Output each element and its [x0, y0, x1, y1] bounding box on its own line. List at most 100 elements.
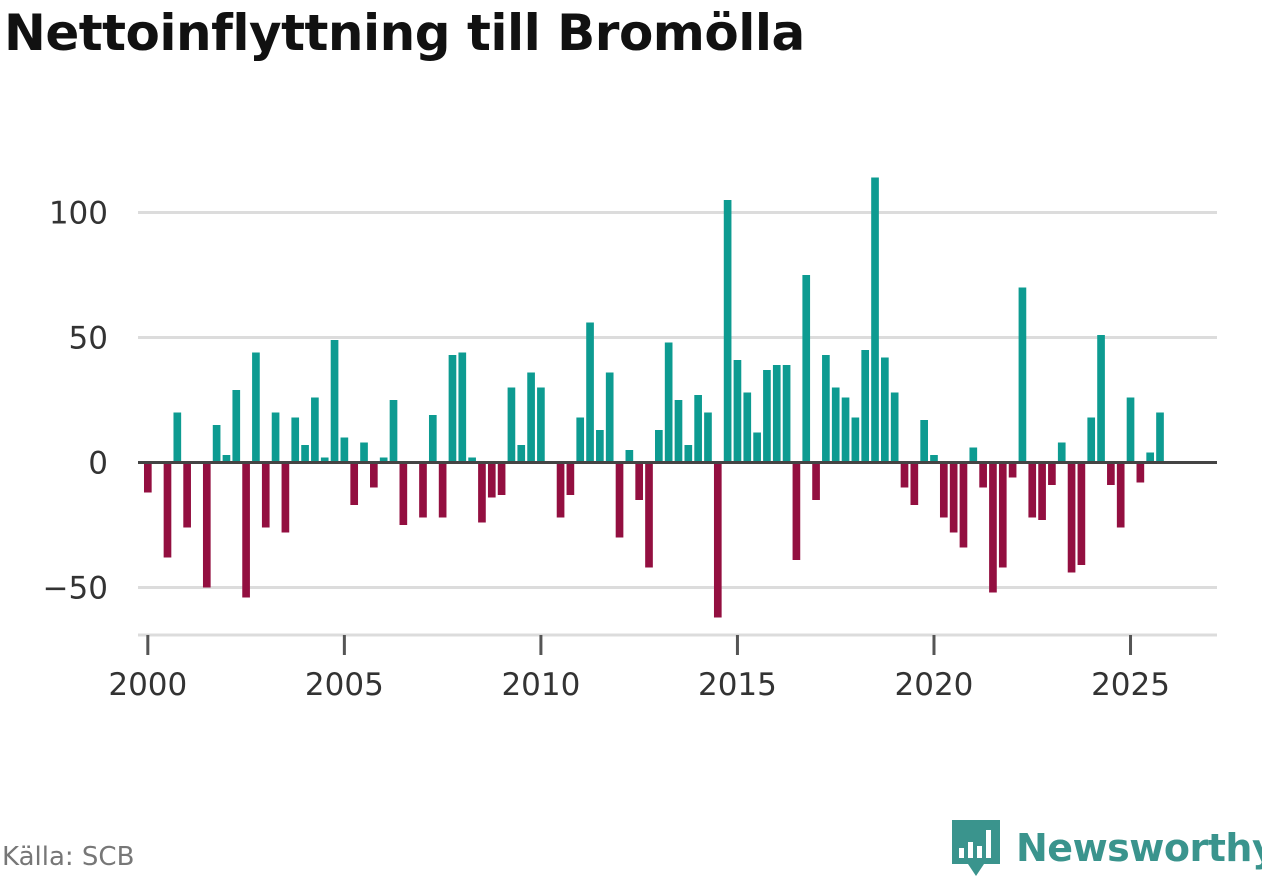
bar-negative: [989, 462, 997, 593]
bar-positive: [596, 430, 604, 463]
bar-negative: [1067, 462, 1076, 573]
bar-positive: [772, 365, 781, 463]
bar-positive: [379, 457, 388, 463]
y-tick-label: −50: [43, 571, 108, 607]
x-tick-label: 2015: [698, 667, 777, 703]
y-tick-label: 100: [49, 196, 108, 232]
bar-positive: [969, 447, 978, 463]
bar-negative: [713, 462, 722, 618]
bar-positive: [723, 200, 732, 463]
bar-positive: [537, 387, 545, 463]
bar-negative: [556, 462, 565, 518]
bar-negative: [949, 462, 958, 533]
bar-negative: [645, 462, 653, 568]
bar-positive: [311, 397, 319, 463]
bar-positive: [222, 455, 231, 463]
bar-positive: [1057, 442, 1066, 463]
axes: −50 0 50 100 2000 2005 2010 2015 2020 2025: [43, 196, 1217, 703]
bar-positive: [753, 432, 761, 463]
bar-negative: [900, 462, 909, 488]
bar-positive: [930, 455, 938, 463]
bar-positive: [301, 445, 309, 463]
bar-positive: [841, 397, 850, 463]
bar-positive: [782, 365, 791, 463]
bar-positive: [625, 450, 634, 463]
bar-negative: [1107, 462, 1115, 485]
bar-positive: [694, 395, 702, 463]
bar-negative: [635, 462, 644, 500]
bar-positive: [448, 355, 457, 463]
bar-negative: [261, 462, 270, 528]
bar-negative: [959, 462, 968, 548]
x-tick-label: 2010: [501, 667, 580, 703]
bar-positive: [1146, 452, 1155, 463]
bar-positive: [1126, 397, 1135, 463]
bar-positive: [330, 340, 339, 463]
bar-positive: [1087, 417, 1096, 463]
x-tick-label: 2025: [1091, 667, 1170, 703]
bar-negative: [370, 462, 378, 488]
bar-negative: [478, 462, 486, 523]
newsworthy-logo-icon: [952, 820, 1000, 876]
bar-negative: [1028, 462, 1037, 518]
bar-positive: [1156, 412, 1164, 463]
bar-positive: [674, 400, 683, 463]
bar-negative: [1038, 462, 1046, 520]
bar-positive: [527, 372, 535, 463]
bar-negative: [792, 462, 801, 560]
bar-positive: [851, 417, 860, 463]
bar-negative: [939, 462, 948, 518]
bar-positive: [822, 355, 830, 463]
bar-positive: [831, 387, 840, 463]
bar-positive: [586, 322, 594, 463]
bar-positive: [320, 457, 329, 463]
y-tick-label: 50: [69, 321, 108, 357]
y-tick-label: 0: [88, 446, 108, 482]
x-tick-label: 2000: [108, 667, 187, 703]
bar-negative: [566, 462, 575, 495]
x-tick-label: 2020: [895, 667, 974, 703]
bar-positive: [861, 350, 870, 463]
bar-positive: [252, 352, 260, 463]
bar-positive: [212, 425, 221, 463]
bar-negative: [998, 462, 1007, 568]
chart-title: Nettoinflyttning till Bromölla: [4, 4, 805, 62]
bar-positive: [890, 392, 899, 463]
bar-negative: [979, 462, 987, 488]
bar-positive: [655, 430, 663, 463]
bar-positive: [232, 390, 241, 463]
bar-negative: [1116, 462, 1125, 528]
bar-positive: [763, 370, 771, 463]
bar-positive: [1018, 287, 1027, 463]
bar-negative: [281, 462, 290, 533]
brand-name: Newsworthy: [1016, 826, 1262, 870]
bar-positive: [517, 445, 526, 463]
bar-negative: [910, 462, 919, 505]
bar-negative: [183, 462, 191, 528]
source-note: Källa: SCB: [2, 842, 135, 872]
bar-positive: [704, 412, 712, 463]
bar-negative: [399, 462, 408, 525]
bar-negative: [202, 462, 211, 588]
x-tick-label: 2005: [305, 667, 384, 703]
bar-negative: [615, 462, 624, 538]
bar-positive: [507, 387, 516, 463]
bar-positive: [428, 415, 437, 463]
bar-negative: [419, 462, 427, 518]
bar-negative: [487, 462, 496, 498]
bar-negative: [163, 462, 172, 558]
bar-positive: [1097, 335, 1105, 463]
bar-negative: [497, 462, 506, 495]
bar-positive: [389, 400, 398, 463]
bar-positive: [458, 352, 467, 463]
bar-positive: [684, 445, 693, 463]
gridlines: [138, 211, 1217, 589]
bar-negative: [1008, 462, 1017, 478]
bar-positive: [743, 392, 752, 463]
bar-negative: [143, 462, 152, 493]
bar-positive: [271, 412, 280, 463]
bar-positive: [340, 437, 349, 463]
bar-positive: [360, 442, 368, 463]
bar-negative: [438, 462, 447, 518]
